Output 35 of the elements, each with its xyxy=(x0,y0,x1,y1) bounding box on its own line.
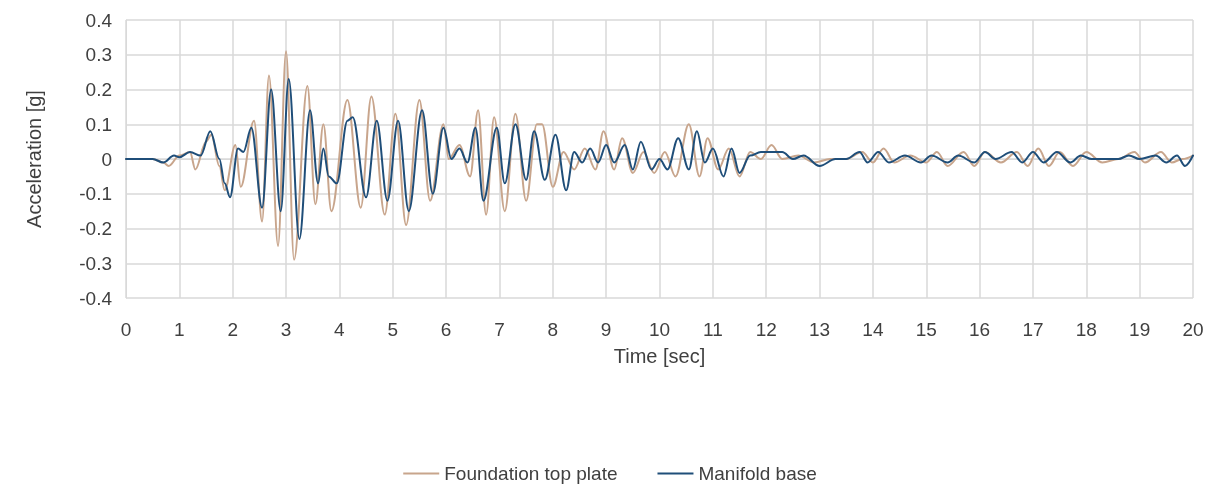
x-tick-label: 9 xyxy=(600,319,612,340)
x-axis-title: Time [sec] xyxy=(613,345,706,367)
y-tick-label: 0.1 xyxy=(85,113,112,135)
y-tick-label: -0.4 xyxy=(79,287,113,309)
x-tick-label: 17 xyxy=(1022,319,1044,340)
x-tick-label: 5 xyxy=(387,319,399,340)
y-tick-label: -0.2 xyxy=(79,218,112,239)
x-tick-label: 16 xyxy=(969,319,991,340)
x-tick-label: 1 xyxy=(174,319,185,340)
line-series xyxy=(125,78,1194,240)
x-tick-label: 15 xyxy=(915,319,937,340)
x-tick-label: 3 xyxy=(280,319,292,340)
y-tick-label: -0.3 xyxy=(79,252,112,274)
x-tick-label: 0 xyxy=(120,319,132,340)
x-tick-label: 20 xyxy=(1182,319,1204,340)
x-tick-label: 6 xyxy=(440,319,452,340)
y-tick-label: -0.1 xyxy=(79,183,112,205)
x-tick-label: 12 xyxy=(755,319,777,340)
x-tick-label: 10 xyxy=(648,319,671,340)
y-axis-title: Acceleration [g] xyxy=(23,90,45,228)
y-tick-label: 0.4 xyxy=(85,9,113,31)
y-tick-label: 0 xyxy=(101,148,112,170)
x-tick-label: 8 xyxy=(547,319,559,340)
legend-label: Foundation top plate xyxy=(444,463,618,484)
x-tick-label: 2 xyxy=(227,319,238,340)
y-tick-label: 0.3 xyxy=(85,44,112,66)
x-tick-label: 13 xyxy=(808,319,831,340)
x-tick-label: 4 xyxy=(334,319,346,340)
y-tick-label: 0.2 xyxy=(85,79,112,100)
legend-label: Manifold base xyxy=(698,463,817,484)
x-tick-label: 14 xyxy=(862,319,884,340)
x-tick-label: 7 xyxy=(494,319,505,340)
x-tick-label: 18 xyxy=(1075,319,1097,340)
x-tick-label: 19 xyxy=(1129,319,1151,340)
x-tick-label: 11 xyxy=(702,319,723,340)
